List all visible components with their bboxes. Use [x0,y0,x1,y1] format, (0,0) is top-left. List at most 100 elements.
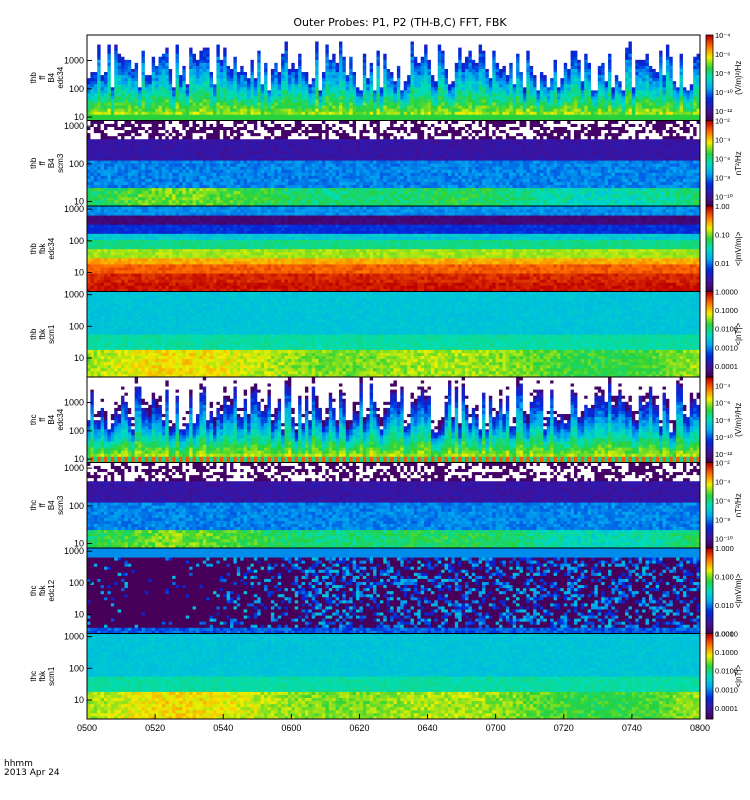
spectrogram-cell [322,90,326,93]
spectrogram-cell [387,90,391,93]
spectrogram-cell [594,66,598,69]
spectrogram-cell [557,66,561,69]
spectrogram-cell [431,93,435,96]
spectrogram-cell [571,50,575,53]
spectrogram-cell [383,72,387,75]
spectrogram-cell [499,47,503,50]
spectrogram-cell [264,78,268,81]
spectrogram-cell [135,53,139,56]
spectrogram-cell [601,53,605,56]
spectrogram-cell [601,35,605,38]
spectrogram-cell [172,44,176,47]
spectrogram-cell [434,93,438,96]
spectrogram-cell [373,62,377,65]
spectrogram-cell [257,75,261,78]
spectrogram-cell [591,35,595,38]
spectrogram-cell [141,78,145,81]
spectrogram-cell [373,53,377,56]
spectrogram-cell [628,93,632,96]
spectrogram-cell [513,105,517,108]
spectrogram-cell [499,84,503,87]
spectrogram-cell [506,44,510,47]
spectrogram-cell [223,41,227,44]
spectrogram-cell [101,35,105,38]
spectrogram-cell [135,114,139,117]
spectrogram-cell [622,41,626,44]
spectrogram-cell [186,53,190,56]
spectrogram-cell [387,108,391,111]
spectrogram-cell [462,41,466,44]
spectrogram-cell [325,84,329,87]
spectrogram-cell [520,108,524,111]
spectrogram-cell [264,87,268,90]
spectrogram-cell [315,99,319,102]
spectrogram-cell [622,102,626,105]
spectrogram-cell [373,108,377,111]
spectrogram-cell [271,53,275,56]
spectrogram-cell [520,56,524,59]
spectrogram-cell [118,38,122,41]
spectrogram-cell [554,56,558,59]
spectrogram-cell [598,69,602,72]
spectrogram-cell [564,59,568,62]
spectrogram-cell [196,111,200,114]
spectrogram-cell [635,44,639,47]
spectrogram-cell [325,66,329,69]
spectrogram-cell [659,50,663,53]
spectrogram-cell [499,90,503,93]
spectrogram-cell [94,111,98,114]
spectrogram-cell [659,66,663,69]
spectrogram-cell [159,35,163,38]
spectrogram-cell [560,66,564,69]
spectrogram-cell [458,90,462,93]
spectrogram-cell [625,35,629,38]
spectrogram-cell [298,69,302,72]
spectrogram-cell [451,87,455,90]
spectrogram-cell [138,66,142,69]
spectrogram-cell [285,38,289,41]
spectrogram-cell [625,84,629,87]
spectrogram-cell [438,105,442,108]
spectrogram-cell [537,59,541,62]
spectrogram-cell [400,35,404,38]
spectrogram-cell [489,59,493,62]
spectrogram-cell [659,99,663,102]
spectrogram-cell [659,111,663,114]
spectrogram-cell [121,108,125,111]
spectrogram-cell [411,102,415,105]
spectrogram-cell [502,114,506,117]
spectrogram-cell [390,87,394,90]
spectrogram-cell [366,108,370,111]
spectrogram-cell [261,96,265,99]
spectrogram-cell [250,114,254,117]
spectrogram-cell [121,102,125,105]
spectrogram-cell [227,87,231,90]
spectrogram-cell [271,96,275,99]
spectrogram-cell [90,72,94,75]
spectrogram-cell [210,108,214,111]
spectrogram-cell [298,75,302,78]
spectrogram-cell [485,96,489,99]
spectrogram-cell [295,108,299,111]
spectrogram-cell [455,50,459,53]
spectrogram-cell [591,66,595,69]
spectrogram-cell [560,75,564,78]
spectrogram-cell [315,93,319,96]
spectrogram-cell [237,99,241,102]
spectrogram-cell [441,50,445,53]
spectrogram-cell [376,75,380,78]
spectrogram-cell [363,69,367,72]
spectrogram-cell [349,114,353,117]
spectrogram-cell [267,47,271,50]
spectrogram-cell [124,62,128,65]
spectrogram-cell [451,41,455,44]
spectrogram-cell [104,35,108,38]
spectrogram-cell [346,96,350,99]
spectrogram-cell [516,90,520,93]
spectrogram-cell [554,62,558,65]
spectrogram-cell [414,50,418,53]
spectrogram-cell [462,105,466,108]
spectrogram-cell [567,50,571,53]
spectrogram-cell [240,105,244,108]
spectrogram-cell [652,47,656,50]
